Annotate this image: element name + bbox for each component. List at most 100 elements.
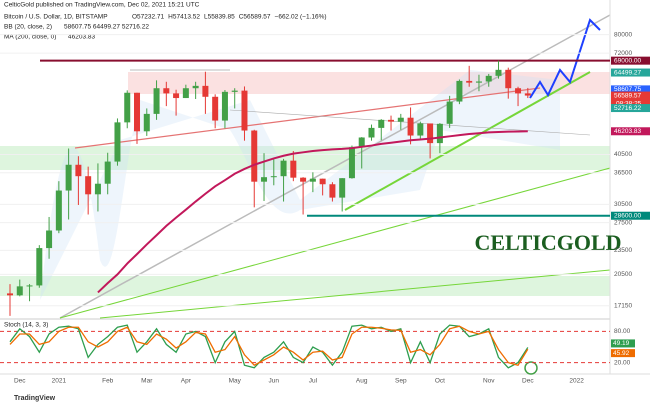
- candle-body: [241, 90, 248, 131]
- candle-body: [456, 80, 463, 102]
- ma-legend: MA (200, close, 0): [4, 34, 56, 41]
- stoch-value-label: 49.19: [613, 340, 630, 347]
- price-label: 64499.27: [614, 69, 641, 76]
- price-box: [611, 91, 650, 108]
- stoch-value-label: 45.92: [613, 350, 630, 357]
- candle-body: [339, 178, 346, 198]
- y-tick-label: 23500: [614, 247, 632, 254]
- x-tick-label: Dec: [14, 378, 26, 385]
- y-tick-label: 20500: [614, 271, 632, 278]
- candle-body: [495, 69, 502, 76]
- candle-body: [7, 293, 13, 296]
- price-box: [611, 211, 650, 220]
- x-tick-label: Aug: [356, 378, 368, 385]
- x-tick-label: Jul: [309, 378, 318, 385]
- bb-values: 58607.75 64499.27 52716.22: [64, 24, 149, 31]
- candle-body: [329, 184, 336, 198]
- candle-body: [524, 93, 531, 96]
- x-tick-label: Sep: [395, 378, 407, 385]
- ma-line: [97, 130, 528, 294]
- countdown: 08:38:25: [616, 100, 642, 107]
- price-label: 28600.00: [614, 212, 641, 219]
- y-tick-label: 72000: [614, 50, 632, 57]
- price-label: 58607.75: [614, 86, 641, 93]
- stoch-legend: Stoch (14, 3, 3): [4, 322, 48, 329]
- x-tick-label: Jun: [269, 378, 280, 385]
- x-tick-label: 2022: [569, 378, 584, 385]
- legend: CelticGold published on TradingView.com,…: [4, 2, 200, 329]
- bb-legend: BB (20, close, 2): [4, 24, 52, 31]
- candle-body: [55, 190, 62, 231]
- y-tick-label: 40500: [614, 151, 632, 158]
- ma-value: 46203.83: [68, 34, 95, 41]
- stoch-line: [9, 325, 529, 367]
- price-label: 46203.83: [614, 128, 641, 135]
- x-tick-label: May: [229, 378, 242, 385]
- candle-body: [319, 178, 326, 185]
- candle-body: [397, 117, 404, 122]
- y-tick-label: 30500: [614, 201, 632, 208]
- wedge-line: [74, 87, 541, 149]
- candle-body: [368, 127, 375, 138]
- stoch-value-box: [611, 339, 635, 348]
- x-tick-label: Apr: [181, 378, 192, 385]
- price-box: [611, 127, 650, 136]
- candle-body: [231, 90, 238, 92]
- highlight-circle: [524, 361, 538, 375]
- candle-body: [85, 176, 92, 195]
- symbol: Bitcoin / U.S. Dollar, 1D, BITSTAMP: [4, 14, 108, 21]
- candle-body: [505, 69, 512, 89]
- ohlc-value: L55839.85: [204, 14, 235, 21]
- candle-body: [270, 176, 277, 178]
- candle-body: [407, 117, 414, 136]
- candle-body: [251, 130, 258, 182]
- trend-line: [99, 269, 611, 319]
- ohlc-value: C56589.57: [239, 14, 271, 21]
- candle-body: [143, 113, 150, 132]
- price-box: [611, 104, 650, 113]
- candle-body: [378, 119, 385, 128]
- support-zone: [0, 276, 610, 296]
- candle-body: [466, 80, 473, 83]
- stoch-tick-label: 80.00: [614, 328, 631, 335]
- price-label: 52716.22: [614, 105, 641, 112]
- y-tick-label: 80000: [614, 31, 632, 38]
- ohlc-value: H57413.52: [168, 14, 200, 21]
- ohlc-value: O57232.71: [132, 14, 165, 21]
- y-tick-label: 36500: [614, 170, 632, 177]
- price-label: 56589.57: [614, 92, 641, 99]
- candle-body: [104, 161, 111, 184]
- candle-body: [417, 123, 424, 136]
- x-tick-label: Mar: [141, 378, 153, 385]
- header: CelticGold published on TradingView.com,…: [4, 2, 200, 9]
- candle-body: [75, 164, 82, 177]
- x-tick-label: Feb: [102, 378, 114, 385]
- y-tick-label: 17150: [614, 302, 632, 309]
- trend-line: [59, 167, 611, 319]
- candle-body: [485, 75, 492, 82]
- candle-body: [221, 91, 228, 121]
- candle-body: [192, 85, 199, 89]
- candle-body: [515, 88, 522, 94]
- candle-body: [114, 122, 121, 162]
- stoch-tick-label: 20.00: [614, 359, 631, 366]
- candle-body: [309, 178, 316, 182]
- candle-body: [290, 160, 297, 178]
- candle-body: [280, 160, 287, 177]
- projection-arrow: [529, 18, 601, 99]
- x-tick-label: Oct: [435, 378, 445, 385]
- price-box: [611, 56, 650, 65]
- candle-body: [427, 123, 434, 144]
- logo: CELTICGOLD: [474, 230, 621, 255]
- candle-body: [173, 93, 180, 99]
- candle-body: [36, 248, 43, 286]
- candle-body: [182, 88, 189, 99]
- candle-body: [16, 286, 23, 296]
- x-tick-label: 2021: [52, 378, 67, 385]
- candle-body: [46, 230, 53, 249]
- price-box: [611, 85, 650, 94]
- candle-body: [475, 81, 482, 83]
- channel-line: [59, 14, 611, 319]
- candle-body: [202, 85, 209, 97]
